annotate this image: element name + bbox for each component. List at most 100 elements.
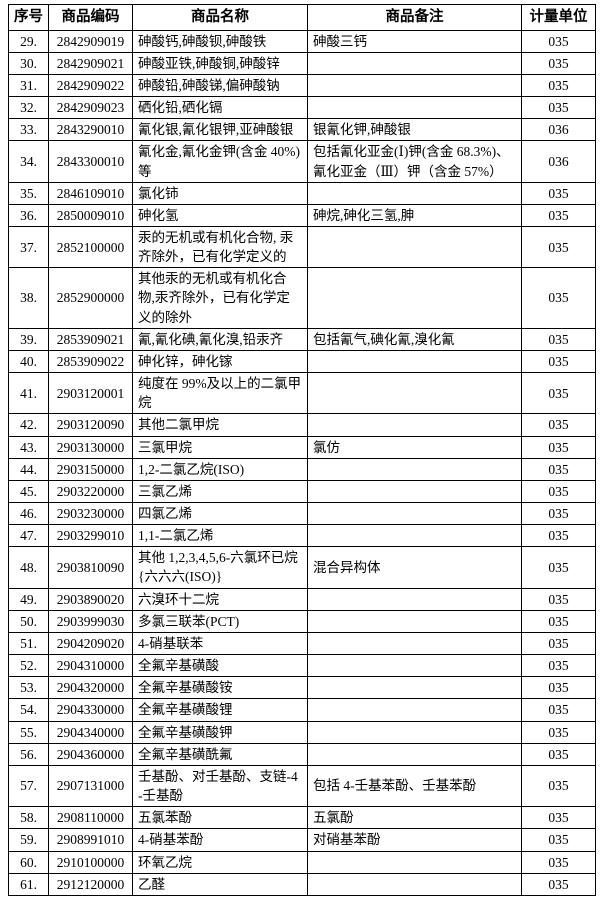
- commodity-remark-cell: [307, 587, 522, 611]
- row-number-cell: 49.: [8, 587, 49, 611]
- table-row: 53. 2904320000 全氟辛基磺酸铵 035: [8, 676, 596, 700]
- commodity-code-cell: 2908991010: [48, 828, 133, 852]
- commodity-code-cell: 2903150000: [48, 457, 133, 481]
- row-number-cell: 38.: [8, 267, 49, 329]
- table-row: 48. 2903810090 其他 1,2,3,4,5,6-六氯环已烷{六六六(…: [8, 546, 596, 589]
- commodity-code-cell: 2904310000: [48, 654, 133, 678]
- commodity-remark-cell: [307, 479, 522, 504]
- commodity-remark-cell: [307, 225, 522, 269]
- unit-cell: 035: [521, 524, 596, 548]
- table-row: 45. 2903220000 三氯乙烯 035: [8, 479, 596, 504]
- unit-cell: 035: [521, 587, 596, 611]
- unit-cell: 035: [521, 609, 596, 633]
- table-row: 29. 2842909019 砷酸钙,砷酸钡,砷酸铁 砷酸三钙 035: [8, 29, 596, 53]
- commodity-name-cell: 全氟辛基磺酸铵: [132, 676, 308, 700]
- table-row: 32. 2842909023 硒化铅,硒化镉 035: [8, 96, 596, 120]
- header-commodity-code: 商品编码: [48, 4, 133, 31]
- unit-cell: 035: [521, 29, 596, 53]
- table-row: 56. 2904360000 全氟辛基磺酰氟 035: [8, 742, 596, 766]
- commodity-name-cell: 汞的无机或有机化合物, 汞齐除外，已有化学定义的: [132, 225, 308, 269]
- table-row: 37. 2852100000 汞的无机或有机化合物, 汞齐除外，已有化学定义的 …: [8, 225, 596, 269]
- commodity-remark-cell: 五氯酚: [307, 806, 522, 830]
- commodity-name-cell: 五氯苯酚: [132, 806, 308, 830]
- unit-cell: 035: [521, 676, 596, 700]
- commodity-code-cell: 2908110000: [48, 806, 133, 830]
- commodity-name-cell: 砷酸铅,砷酸锑,偏砷酸钠: [132, 73, 308, 98]
- row-number-cell: 29.: [8, 29, 49, 53]
- commodity-remark-cell: [307, 631, 522, 656]
- commodity-name-cell: 全氟辛基磺酸锂: [132, 698, 308, 722]
- commodity-name-cell: 全氟辛基磺酰氟: [132, 742, 308, 766]
- commodity-remark-cell: 砷酸三钙: [307, 29, 522, 53]
- unit-cell: 035: [521, 872, 596, 896]
- row-number-cell: 34.: [8, 140, 49, 183]
- unit-cell: 035: [521, 850, 596, 874]
- commodity-code-cell: 2904209020: [48, 631, 133, 656]
- commodity-code-cell: 2852900000: [48, 267, 133, 329]
- unit-cell: 035: [521, 349, 596, 374]
- commodity-name-cell: 氰,氰化碘,氰化溴,铅汞齐: [132, 327, 308, 351]
- table-body: 29. 2842909019 砷酸钙,砷酸钡,砷酸铁 砷酸三钙 035 30. …: [8, 29, 596, 896]
- row-number-cell: 47.: [8, 524, 49, 548]
- row-number-cell: 52.: [8, 654, 49, 678]
- unit-cell: 035: [521, 742, 596, 766]
- commodity-table: 序号 商品编码 商品名称 商品备注 计量单位 29. 2842909019 砷酸…: [8, 4, 596, 896]
- unit-cell: 035: [521, 828, 596, 852]
- commodity-code-cell: 2910100000: [48, 850, 133, 874]
- unit-cell: 035: [521, 435, 596, 459]
- commodity-code-cell: 2842909019: [48, 29, 133, 53]
- header-commodity-remark: 商品备注: [307, 4, 522, 31]
- row-number-cell: 53.: [8, 676, 49, 700]
- commodity-name-cell: 氰化银,氰化银钾,亚砷酸银: [132, 118, 308, 142]
- row-number-cell: 54.: [8, 698, 49, 722]
- row-number-cell: 55.: [8, 720, 49, 744]
- row-number-cell: 30.: [8, 51, 49, 75]
- table-row: 40. 2853909022 砷化锌，砷化镓 035: [8, 349, 596, 374]
- commodity-name-cell: 其他二氯甲烷: [132, 413, 308, 437]
- commodity-remark-cell: [307, 349, 522, 374]
- unit-cell: 035: [521, 546, 596, 589]
- commodity-code-cell: 2852100000: [48, 225, 133, 269]
- commodity-remark-cell: [307, 502, 522, 526]
- commodity-name-cell: 壬基酚、对壬基酚、支链-4-壬基酚: [132, 764, 308, 808]
- row-number-cell: 43.: [8, 435, 49, 459]
- commodity-name-cell: 砷酸亚铁,砷酸铜,砷酸锌: [132, 51, 308, 75]
- commodity-name-cell: 三氯甲烷: [132, 435, 308, 459]
- unit-cell: 035: [521, 479, 596, 504]
- table-row: 47. 2903299010 1,1-二氯乙烯 035: [8, 524, 596, 548]
- commodity-remark-cell: 包括氰气,碘化氰,溴化氰: [307, 327, 522, 351]
- commodity-code-cell: 2842909021: [48, 51, 133, 75]
- unit-cell: 035: [521, 698, 596, 722]
- unit-cell: 036: [521, 140, 596, 183]
- commodity-remark-cell: [307, 654, 522, 678]
- unit-cell: 035: [521, 203, 596, 227]
- table-row: 58. 2908110000 五氯苯酚 五氯酚 035: [8, 806, 596, 830]
- commodity-name-cell: 氯化铈: [132, 181, 308, 205]
- commodity-remark-cell: [307, 96, 522, 120]
- table-row: 49. 2903890020 六溴环十二烷 035: [8, 587, 596, 611]
- unit-cell: 035: [521, 413, 596, 437]
- commodity-remark-cell: 包括氰化亚金(Ⅰ)钾(含金 68.3%)、氰化亚金（Ⅲ）钾（含金 57%）: [307, 140, 522, 183]
- commodity-remark-cell: 对硝基苯酚: [307, 828, 522, 852]
- row-number-cell: 58.: [8, 806, 49, 830]
- commodity-name-cell: 砷酸钙,砷酸钡,砷酸铁: [132, 29, 308, 53]
- header-commodity-name: 商品名称: [132, 4, 308, 31]
- commodity-code-cell: 2912120000: [48, 872, 133, 896]
- commodity-remark-cell: [307, 372, 522, 415]
- commodity-code-cell: 2903890020: [48, 587, 133, 611]
- row-number-cell: 39.: [8, 327, 49, 351]
- commodity-remark-cell: [307, 181, 522, 205]
- unit-cell: 035: [521, 181, 596, 205]
- commodity-name-cell: 其他汞的无机或有机化合物,汞齐除外，已有化学定义的除外: [132, 267, 308, 329]
- row-number-cell: 44.: [8, 457, 49, 481]
- commodity-code-cell: 2903230000: [48, 502, 133, 526]
- row-number-cell: 51.: [8, 631, 49, 656]
- commodity-remark-cell: [307, 73, 522, 98]
- table-row: 44. 2903150000 1,2-二氯乙烷(ISO) 035: [8, 457, 596, 481]
- commodity-remark-cell: [307, 524, 522, 548]
- commodity-code-cell: 2907131000: [48, 764, 133, 808]
- commodity-code-cell: 2904340000: [48, 720, 133, 744]
- unit-cell: 035: [521, 631, 596, 656]
- commodity-name-cell: 砷化锌，砷化镓: [132, 349, 308, 374]
- header-unit: 计量单位: [521, 4, 596, 31]
